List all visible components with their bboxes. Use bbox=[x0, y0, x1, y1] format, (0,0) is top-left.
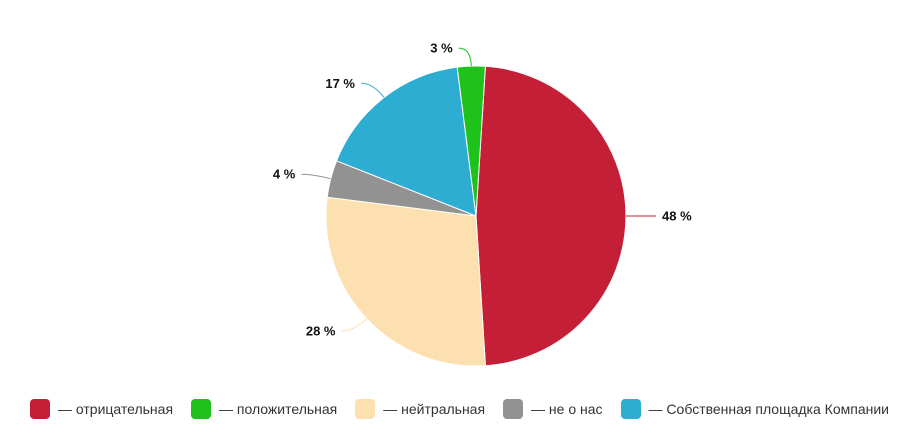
legend-swatch-not-about-us bbox=[503, 399, 524, 419]
leader-line-not-about-us bbox=[301, 173, 331, 180]
pie-chart-svg: 48 % 28 % 4 % 17 % 3 % bbox=[273, 41, 692, 367]
legend-item-own-platform[interactable]: — Собственная площадка Компании bbox=[620, 399, 889, 419]
legend-swatch-negative bbox=[30, 399, 50, 419]
slice-label-positive: 3 % bbox=[430, 41, 453, 56]
legend-label-own-platform: — Собственная площадка Компании bbox=[648, 401, 889, 417]
slice-labels: 48 % 28 % 4 % 17 % 3 % bbox=[273, 41, 692, 339]
slice-label-own-platform: 17 % bbox=[325, 76, 355, 91]
legend-label-positive: — положительная bbox=[219, 401, 338, 417]
leader-line-own-platform bbox=[360, 82, 385, 98]
slice-label-neutral: 28 % bbox=[306, 324, 336, 339]
legend-label-not-about-us: — не о нас bbox=[531, 401, 603, 417]
legend-label-neutral: — нейтральная bbox=[383, 401, 486, 417]
pie-slice-negative[interactable] bbox=[475, 65, 627, 367]
pie-slice-neutral[interactable] bbox=[325, 196, 486, 367]
leader-line-positive bbox=[458, 47, 472, 67]
slice-label-not-about-us: 4 % bbox=[273, 167, 296, 182]
legend-swatch-positive bbox=[191, 399, 212, 419]
legend-item-neutral[interactable]: — нейтральная bbox=[355, 399, 485, 419]
legend-item-not-about-us[interactable]: — не о нас bbox=[503, 399, 603, 419]
legend-item-positive[interactable]: — положительная bbox=[191, 399, 337, 419]
pie-chart: 48 % 28 % 4 % 17 % 3 % bbox=[273, 41, 692, 367]
slice-label-negative: 48 % bbox=[662, 209, 692, 224]
legend-label-negative: — отрицательная bbox=[58, 401, 174, 417]
leader-lines bbox=[301, 47, 656, 332]
leader-line-neutral bbox=[341, 318, 368, 332]
pie-slices bbox=[325, 65, 627, 367]
legend-swatch-own-platform bbox=[620, 399, 641, 419]
legend-item-negative[interactable]: — отрицательная bbox=[30, 399, 173, 419]
legend: — отрицательная — положительная — нейтра… bbox=[0, 395, 919, 423]
legend-swatch-neutral bbox=[355, 399, 376, 419]
